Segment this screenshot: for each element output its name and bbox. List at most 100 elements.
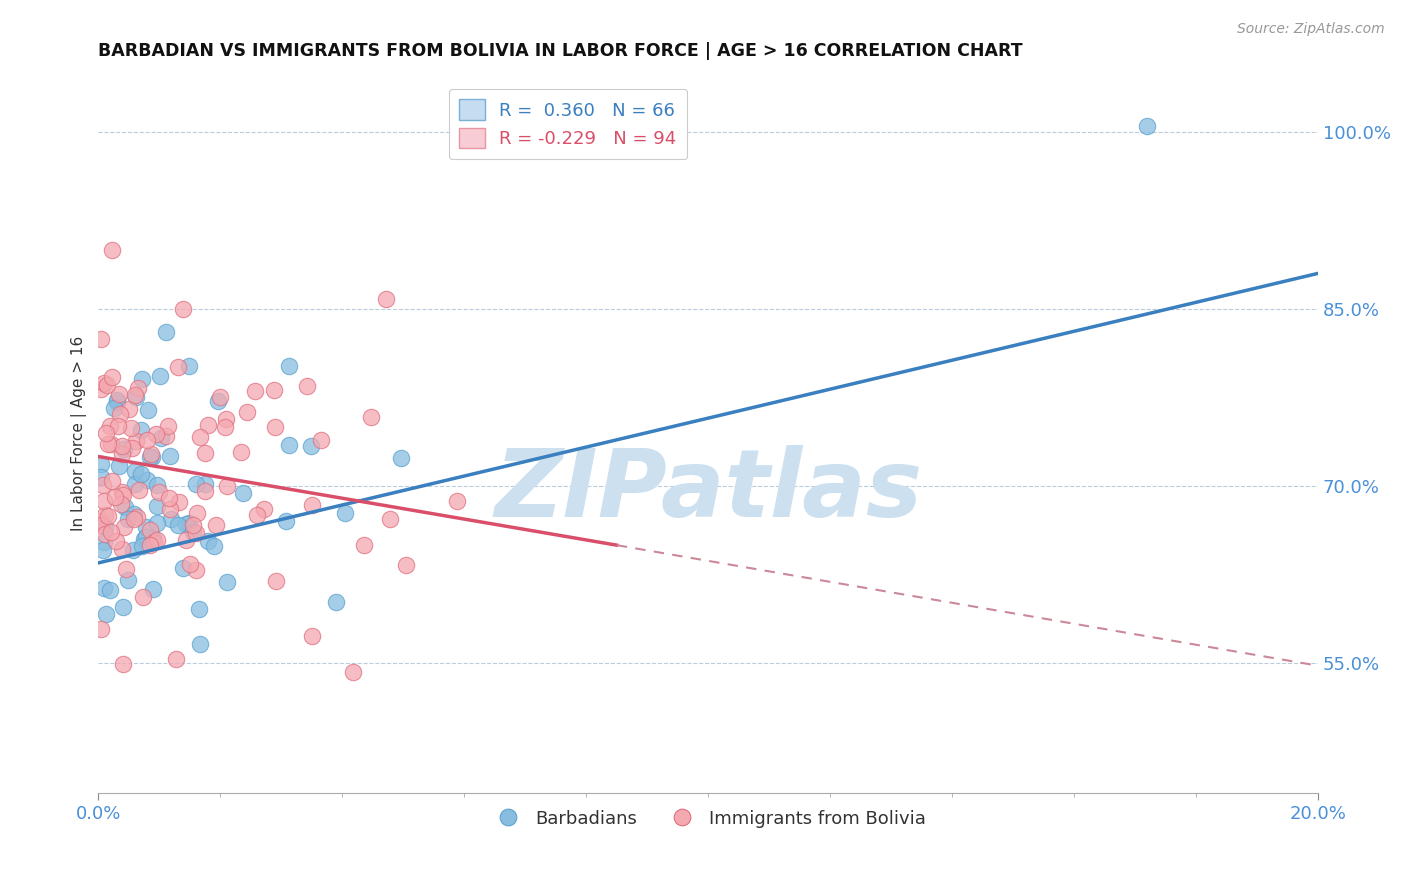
Point (325, 595, 347, 609)
Point (202, 539, 225, 553)
Point (181, 518, 204, 533)
Point (112, 657, 135, 672)
Point (90, 332, 112, 346)
Point (142, 531, 165, 545)
Point (90, 458, 112, 472)
Point (301, 629, 323, 643)
Point (90, 470, 112, 484)
Point (91, 543, 114, 558)
Point (375, 292, 398, 306)
Point (264, 420, 287, 434)
Point (90, 382, 112, 396)
Point (156, 419, 179, 434)
Point (264, 574, 287, 589)
Point (139, 523, 162, 537)
Point (125, 391, 148, 405)
Point (188, 430, 211, 444)
Point (194, 477, 217, 491)
Y-axis label: In Labor Force | Age > 16: In Labor Force | Age > 16 (72, 335, 87, 531)
Point (146, 533, 169, 547)
Point (90, 622, 112, 636)
Point (93, 376, 115, 391)
Point (209, 390, 232, 404)
Point (111, 439, 134, 453)
Point (277, 359, 299, 373)
Point (380, 511, 402, 525)
Point (135, 519, 157, 533)
Point (112, 600, 135, 615)
Point (125, 434, 148, 449)
Point (135, 529, 157, 543)
Point (184, 563, 207, 577)
Point (186, 477, 208, 491)
Point (105, 392, 128, 407)
Point (149, 369, 172, 384)
Point (138, 403, 160, 417)
Point (301, 498, 323, 512)
Point (177, 516, 200, 531)
Point (167, 517, 190, 532)
Point (146, 477, 169, 491)
Point (188, 637, 211, 651)
Point (353, 538, 375, 552)
Point (217, 574, 239, 589)
Point (243, 384, 266, 398)
Point (124, 388, 146, 402)
Point (207, 394, 229, 409)
Point (97, 436, 120, 450)
Text: BARBADIAN VS IMMIGRANTS FROM BOLIVIA IN LABOR FORCE | AGE > 16 CORRELATION CHART: BARBADIAN VS IMMIGRANTS FROM BOLIVIA IN … (98, 42, 1024, 60)
Point (98, 582, 121, 597)
Point (145, 426, 167, 441)
Point (122, 512, 145, 526)
Point (100, 525, 122, 540)
Text: ZIPatlas: ZIPatlas (494, 444, 922, 537)
Point (299, 439, 322, 453)
Point (277, 437, 299, 451)
Point (179, 359, 201, 373)
Text: Source: ZipAtlas.com: Source: ZipAtlas.com (1237, 22, 1385, 37)
Point (295, 379, 318, 393)
Point (132, 590, 155, 604)
Point (122, 542, 145, 557)
Point (108, 387, 131, 401)
Point (184, 525, 207, 540)
Point (108, 459, 131, 474)
Point (236, 405, 259, 419)
Point (157, 491, 180, 506)
Point (231, 445, 253, 459)
Point (117, 512, 139, 526)
Point (93, 582, 115, 596)
Point (172, 301, 194, 316)
Point (174, 516, 197, 531)
Point (186, 507, 208, 521)
Point (333, 506, 356, 520)
Point (101, 370, 124, 384)
Point (309, 433, 332, 447)
Point (159, 449, 181, 463)
Point (165, 651, 187, 665)
Point (112, 520, 135, 534)
Point (136, 473, 159, 487)
Point (100, 437, 122, 451)
Point (121, 441, 143, 455)
Point (131, 539, 153, 553)
Point (105, 533, 128, 548)
Point (263, 383, 285, 397)
Point (93, 520, 115, 534)
Point (141, 450, 163, 465)
Point (194, 446, 217, 460)
Point (232, 486, 254, 500)
Point (1136, 119, 1159, 133)
Point (148, 485, 170, 500)
Point (188, 601, 211, 615)
Point (96, 425, 118, 440)
Point (194, 484, 217, 499)
Point (93, 493, 115, 508)
Point (115, 562, 138, 576)
Point (155, 325, 177, 339)
Point (181, 525, 204, 540)
Point (103, 401, 125, 416)
Point (93, 535, 115, 549)
Point (90, 514, 112, 528)
Point (139, 447, 162, 461)
